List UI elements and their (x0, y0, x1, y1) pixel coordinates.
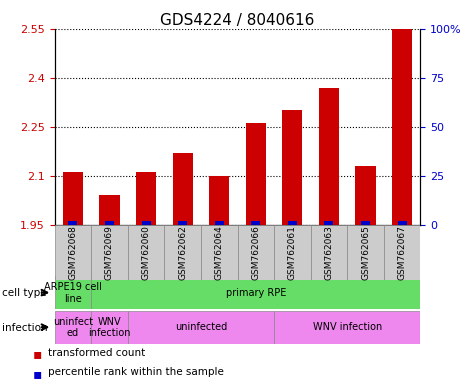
Bar (274, 225, 311, 280)
Bar (55, 311, 91, 344)
Text: primary RPE: primary RPE (226, 288, 286, 298)
Text: uninfect
ed: uninfect ed (53, 316, 93, 338)
Bar (172, 153, 193, 225)
Text: GSM762069: GSM762069 (105, 225, 114, 280)
Bar (215, 221, 224, 225)
Text: GSM762067: GSM762067 (398, 225, 407, 280)
Text: WNV infection: WNV infection (313, 322, 382, 333)
Text: GSM762066: GSM762066 (251, 225, 260, 280)
Bar (319, 88, 339, 225)
Bar (324, 221, 333, 225)
Text: GSM762068: GSM762068 (68, 225, 77, 280)
Bar (128, 225, 164, 280)
Bar (91, 225, 128, 280)
Bar (311, 225, 347, 280)
Bar (201, 225, 238, 280)
Bar (99, 195, 120, 225)
Bar (384, 225, 420, 280)
Bar (55, 225, 91, 280)
Bar (282, 111, 303, 225)
Bar (164, 225, 201, 280)
Bar (55, 276, 91, 309)
Text: GSM762065: GSM762065 (361, 225, 370, 280)
Text: ▪: ▪ (33, 348, 43, 361)
Bar (288, 221, 297, 225)
Bar (355, 166, 376, 225)
Text: percentile rank within the sample: percentile rank within the sample (48, 367, 223, 377)
Bar (63, 172, 83, 225)
Bar (361, 221, 370, 225)
Text: transformed count: transformed count (48, 348, 145, 358)
Bar (209, 176, 229, 225)
Text: infection: infection (2, 323, 48, 333)
Text: ARPE19 cell
line: ARPE19 cell line (44, 282, 102, 304)
Text: ▪: ▪ (33, 367, 43, 381)
Bar (246, 124, 266, 225)
Bar (105, 221, 114, 225)
Bar (238, 225, 274, 280)
Bar (274, 311, 420, 344)
Text: GSM762064: GSM762064 (215, 225, 224, 280)
Text: GSM762062: GSM762062 (178, 225, 187, 280)
Bar (136, 172, 156, 225)
Text: GDS4224 / 8040616: GDS4224 / 8040616 (160, 13, 314, 28)
Text: GSM762063: GSM762063 (324, 225, 333, 280)
Bar (68, 221, 77, 225)
Text: WNV
infection: WNV infection (88, 316, 131, 338)
Bar (178, 221, 187, 225)
Text: GSM762061: GSM762061 (288, 225, 297, 280)
Bar (91, 311, 128, 344)
Bar (392, 29, 412, 225)
Text: uninfected: uninfected (175, 322, 227, 333)
Bar (398, 221, 407, 225)
Bar (347, 225, 384, 280)
Bar (142, 221, 151, 225)
Text: cell type: cell type (2, 288, 47, 298)
Bar (128, 311, 274, 344)
Bar (251, 221, 260, 225)
Text: GSM762060: GSM762060 (142, 225, 151, 280)
